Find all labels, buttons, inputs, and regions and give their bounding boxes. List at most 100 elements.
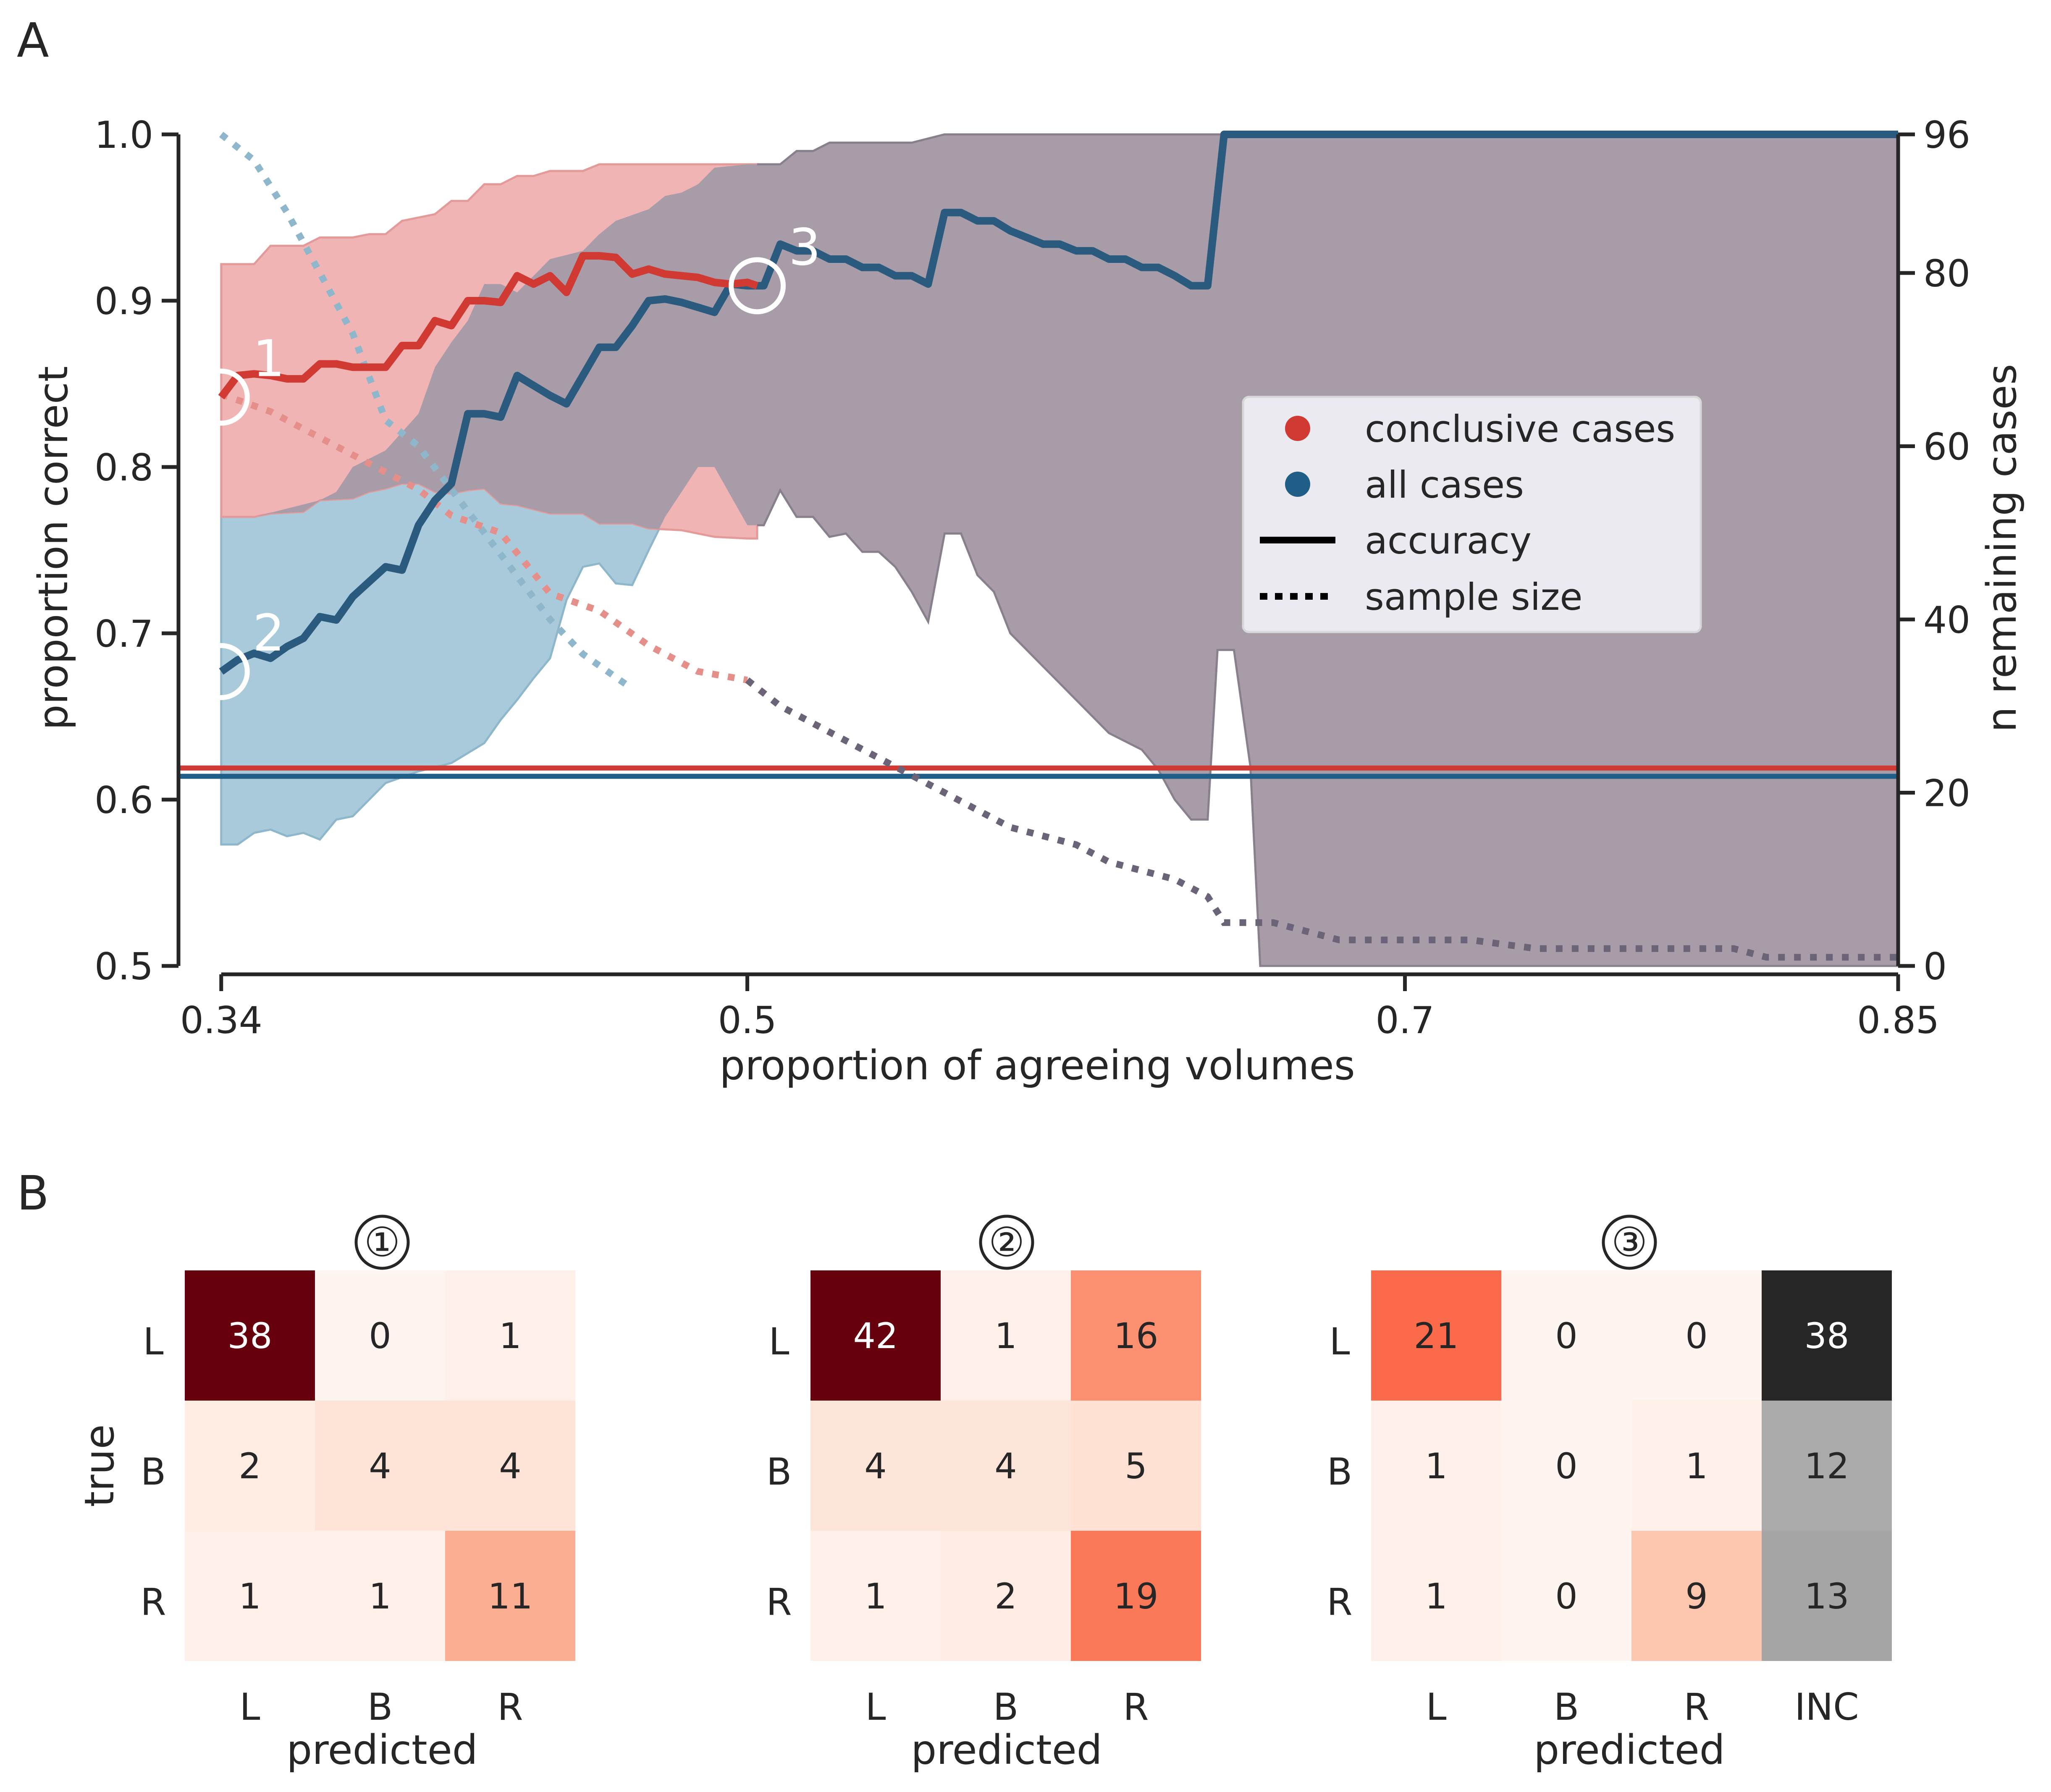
sample-size-all-cases xyxy=(219,131,635,692)
matrix-xlabel: predicted xyxy=(286,1726,477,1774)
heatmap-cell xyxy=(1071,1401,1201,1531)
heatmap-cell-value: 0 xyxy=(1555,1576,1577,1617)
heatmap-cell xyxy=(1501,1531,1631,1661)
legend-label-accuracy: accuracy xyxy=(1365,519,1532,562)
heatmap-cell-value: 5 xyxy=(1125,1446,1147,1487)
x-tick-label: 0.85 xyxy=(1857,999,1939,1042)
heatmap-cell xyxy=(810,1531,941,1661)
y-tick-label: 1.0 xyxy=(94,113,153,157)
col-label: L xyxy=(1426,1685,1446,1729)
heatmap-cell xyxy=(1501,1401,1631,1531)
row-label: L xyxy=(768,1320,789,1363)
heatmap-cell-value: 1 xyxy=(994,1315,1017,1356)
heatmap-cell-value: 4 xyxy=(864,1446,886,1487)
heatmap-cell-value: 0 xyxy=(1555,1315,1577,1356)
x-tick-label: 0.5 xyxy=(718,999,777,1042)
heatmap-cell xyxy=(1371,1270,1501,1401)
y2-tick-label: 0 xyxy=(1923,945,1947,988)
col-label: B xyxy=(993,1685,1018,1729)
heatmap-cell-value: 38 xyxy=(228,1315,273,1356)
col-label: INC xyxy=(1794,1685,1859,1729)
col-label: R xyxy=(1684,1685,1709,1729)
heatmap-cell xyxy=(1071,1531,1201,1661)
y2-tick-label: 80 xyxy=(1923,252,1970,295)
heatmap-cells: 21 0 0 38 1 0 1 12 1 0 9 13 L B R L B R INC xyxy=(1327,1270,1892,1729)
heatmap-cell-value: 4 xyxy=(369,1446,391,1487)
legend-box xyxy=(1242,396,1702,633)
y-tick-label: 0.9 xyxy=(94,280,153,323)
accuracy-conclusive-cases xyxy=(218,252,758,400)
y-tick-label: 0.5 xyxy=(94,945,153,988)
heatmap-cell-value: 2 xyxy=(994,1576,1017,1617)
heatmap-cell xyxy=(445,1270,575,1401)
legend-dot-conclusive xyxy=(1285,416,1310,441)
heatmap-cell xyxy=(185,1531,315,1661)
heatmap-cell xyxy=(1631,1401,1762,1531)
heatmap-cell-value: 2 xyxy=(239,1446,261,1487)
legend-label-conclusive: conclusive cases xyxy=(1365,407,1675,451)
heatmap-cell-value: 4 xyxy=(994,1446,1017,1487)
y-tick-label: 0.7 xyxy=(94,612,153,656)
x-tick-label: 0.34 xyxy=(180,999,262,1042)
y2-tick-label: 96 xyxy=(1923,113,1970,157)
annotation-label-3: 3 xyxy=(789,218,821,277)
heatmap-cell xyxy=(941,1531,1071,1661)
row-label: R xyxy=(140,1580,166,1624)
heatmap-cell-value: 42 xyxy=(853,1315,898,1356)
heatmap-cell xyxy=(315,1531,445,1661)
heatmap-cell xyxy=(1501,1270,1631,1401)
confusion-matrix-3: ③ 21 0 0 38 1 0 1 12 1 0 9 13 L B R L B R INC predicted xyxy=(1327,1215,1892,1774)
y2-tick-label: 40 xyxy=(1923,598,1970,642)
heatmap-cell-value: 1 xyxy=(239,1576,261,1617)
heatmap-cell xyxy=(1631,1531,1762,1661)
legend-label-sample-size: sample size xyxy=(1365,575,1583,619)
col-label: B xyxy=(367,1685,393,1729)
col-label: L xyxy=(239,1685,260,1729)
panel-label-b: B xyxy=(17,1166,49,1221)
row-label: L xyxy=(143,1320,163,1363)
matrix-title: ① xyxy=(364,1219,400,1266)
heatmap-cell xyxy=(445,1401,575,1531)
row-label: B xyxy=(766,1450,792,1493)
annotation-circle-1 xyxy=(192,368,250,426)
row-label: B xyxy=(1327,1450,1352,1493)
row-label: R xyxy=(1327,1580,1352,1624)
heatmap-cell xyxy=(315,1270,445,1401)
annotation-circle-3 xyxy=(729,257,786,315)
heatmap-cell-value: 1 xyxy=(499,1315,521,1356)
heatmap-cell xyxy=(941,1270,1071,1401)
row-label: L xyxy=(1329,1320,1350,1363)
chance-lines xyxy=(178,765,1898,779)
annotation-label-2: 2 xyxy=(253,604,285,663)
heatmap-cell xyxy=(1371,1401,1501,1531)
heatmap-cell-value: 1 xyxy=(1685,1446,1707,1487)
col-label: R xyxy=(1123,1685,1149,1729)
heatmap-cell-value: 4 xyxy=(499,1446,521,1487)
annotation-label-1: 1 xyxy=(253,330,285,388)
matrix-title-circle xyxy=(1602,1215,1657,1270)
heatmap-cell-value: 0 xyxy=(369,1315,391,1356)
matrix-title-circle xyxy=(354,1215,410,1270)
heatmap-cell-value: 0 xyxy=(1685,1315,1707,1356)
heatmap-cell xyxy=(1071,1270,1201,1401)
heatmap-cell xyxy=(941,1401,1071,1531)
heatmap-cell xyxy=(810,1270,941,1401)
heatmap-cell-value: 19 xyxy=(1114,1576,1159,1617)
matrix-title: ③ xyxy=(1611,1219,1647,1266)
row-label: B xyxy=(141,1450,166,1493)
heatmap-cell-value: 21 xyxy=(1414,1315,1459,1356)
heatmap-cell xyxy=(185,1401,315,1531)
y-axis-label: proportion correct xyxy=(30,366,77,730)
heatmap-cell-value: 13 xyxy=(1804,1576,1849,1617)
heatmap-cell xyxy=(445,1531,575,1661)
heatmap-cell xyxy=(315,1401,445,1531)
legend-label-all: all cases xyxy=(1365,463,1524,506)
y2-tick-label: 20 xyxy=(1923,772,1970,815)
ci-band-overlap xyxy=(221,164,757,539)
sample-size-lines xyxy=(219,131,1898,961)
col-label: L xyxy=(865,1685,886,1729)
heatmap-cell xyxy=(1762,1401,1892,1531)
